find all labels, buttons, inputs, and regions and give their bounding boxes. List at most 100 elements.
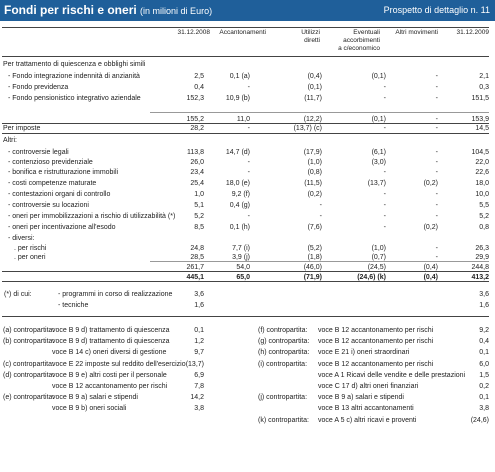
- row-label: Per imposte: [3, 125, 41, 132]
- row-label: - contestazioni organi di controllo: [8, 191, 111, 198]
- row-label: - Fondo previdenza: [8, 84, 69, 91]
- row-value-col2: 11,0: [236, 116, 250, 123]
- row-value-col1: 445,1: [186, 274, 204, 281]
- rule-altri: [2, 133, 489, 134]
- row-value-col6: 244,8: [471, 264, 489, 271]
- row-value-col1: 2,5: [194, 73, 204, 80]
- row-value-col5: -: [435, 95, 438, 102]
- row-value-col3: (13,7) (c): [293, 125, 322, 132]
- row-value-col4: (24,6) (k): [357, 274, 386, 281]
- row-value-col6: 14,5: [475, 125, 489, 132]
- row-value-col4: (6,1): [371, 149, 386, 156]
- row-value-col1: 261,7: [186, 264, 204, 271]
- row-value-col2: 18,0 (e): [225, 180, 250, 187]
- ref-description: voce B 9 a) salari e stipendi: [318, 394, 404, 402]
- ref-value: 9,2: [479, 327, 489, 334]
- row-label: - oneri per incentivazione all'esodo: [8, 224, 116, 231]
- row-value-col6: 104,5: [471, 149, 489, 156]
- row-value-col4: (24,5): [367, 264, 386, 271]
- row-value-col6: 22,6: [475, 169, 489, 176]
- ref-key: (d) contropartita:: [3, 371, 55, 379]
- row-value-col4: (0,1): [371, 73, 386, 80]
- row-value-col5: -: [435, 191, 438, 198]
- row-value-col6: 413,2: [471, 274, 489, 281]
- ref-key: (e) contropartita:: [3, 394, 55, 402]
- row-value-col3: (12,2): [303, 116, 322, 123]
- row-value-col1: 5,1: [194, 202, 204, 209]
- row-value-col2: 0,4 (g): [229, 202, 250, 209]
- ref-value: 0,2: [479, 383, 489, 390]
- ref-value: 0,1: [194, 327, 204, 334]
- row-value-col1: 152,3: [186, 95, 204, 102]
- ref-key: (a) contropartita:: [3, 327, 55, 334]
- footnote-mark: (*) di cui:: [4, 291, 32, 298]
- row-value-col4: -: [383, 95, 386, 102]
- col-header-accantonamenti: Accantonamenti: [219, 29, 266, 36]
- ref-value: 3,8: [194, 405, 204, 413]
- ref-description: voce B 12 accantonamento per rischi: [318, 338, 434, 346]
- row-value-col4: -: [383, 213, 386, 220]
- row-value-col6: 151,5: [471, 95, 489, 102]
- row-value-col4: (13,7): [367, 180, 386, 187]
- row-label: - bonifica e ristrutturazione immobili: [8, 169, 119, 176]
- row-value-col5: -: [435, 245, 438, 252]
- row-value-col3: (1,8): [307, 254, 322, 261]
- row-value-col4: -: [383, 84, 386, 91]
- ref-description: voce B 9 a) salari e stipendi: [52, 394, 138, 402]
- row-value-col5: -: [435, 159, 438, 166]
- ref-description: voce B 13 altri accantonamenti: [318, 405, 414, 413]
- row-value-col2: 14,7 (d): [225, 149, 250, 156]
- row-value-col2: 0,1 (h): [229, 224, 250, 231]
- ref-value: 7,8: [194, 383, 204, 390]
- row-value-col5: -: [435, 149, 438, 156]
- ref-value: 6,0: [479, 360, 489, 368]
- row-value-col3: (71,9): [303, 274, 322, 281]
- row-value-col6: 0,8: [479, 224, 489, 231]
- row-value-col2: 10,9 (b): [225, 95, 250, 102]
- row-value-col4: -: [383, 169, 386, 176]
- row-value-col6: 153,9: [471, 116, 489, 123]
- row-value-col5: -: [435, 169, 438, 176]
- row-value-col2: 7,7 (i): [232, 245, 250, 252]
- ref-key: (h) contropartita:: [258, 349, 310, 357]
- rule-total-bottom: [2, 281, 489, 282]
- row-value-col1: 24,8: [190, 245, 204, 252]
- row-value-col2: -: [247, 84, 250, 91]
- ref-description: voce B 12 accantonamento per rischi: [318, 327, 434, 334]
- row-label: Altri:: [3, 137, 17, 144]
- footnote-a-2008: 3,6: [194, 291, 204, 298]
- row-value-col6: 0,3: [479, 84, 489, 91]
- row-value-col3: (17,9): [303, 149, 322, 156]
- row-value-col1: 0,4: [194, 84, 204, 91]
- unit-label: (in milioni di Euro): [140, 6, 213, 16]
- row-value-col5: -: [435, 125, 438, 132]
- rule-subtotal-2: [150, 261, 489, 262]
- col-header-2008: 31.12.2008: [177, 29, 210, 36]
- footnote-item-b: - tecniche: [58, 302, 89, 309]
- ref-description: voce E 22 imposte sul reddito dell'eserc…: [52, 360, 186, 368]
- row-value-col3: -: [319, 213, 322, 220]
- row-value-col1: 28,5: [190, 254, 204, 261]
- row-label: - oneri per immobilizzazioni a rischio d…: [8, 213, 176, 220]
- row-value-col4: -: [383, 202, 386, 209]
- ref-description: voce B 12 accantonamento per rischi: [318, 360, 434, 368]
- row-value-col2: -: [247, 159, 250, 166]
- ref-key: (i) contropartita:: [258, 360, 308, 368]
- row-label: - contenzioso previdenziale: [8, 159, 93, 166]
- row-value-col3: (0,2): [307, 191, 322, 198]
- row-value-col3: (11,5): [304, 180, 322, 187]
- ref-description: voce B 9 e) altri costi per il personale: [52, 371, 167, 379]
- row-value-col5: -: [435, 213, 438, 220]
- row-value-col3: (7,6): [307, 224, 322, 231]
- rule-footnote: [2, 316, 489, 317]
- row-value-col3: (0,1): [307, 84, 322, 91]
- row-value-col5: (0,2): [423, 224, 438, 231]
- row-value-col1: 5,2: [194, 213, 204, 220]
- ref-key: (c) contropartita:: [3, 360, 54, 368]
- ref-key: (b) contropartita:: [3, 338, 55, 346]
- ref-description: voce A 1 Ricavi delle vendite e delle pr…: [318, 371, 466, 379]
- row-label: - costi competenze maturate: [8, 180, 97, 187]
- ref-description: voce B 9 d) trattamento di quiescenza: [52, 338, 170, 346]
- footnote-b-2008: 1,6: [194, 302, 204, 309]
- row-value-col5: (0,4): [423, 264, 438, 271]
